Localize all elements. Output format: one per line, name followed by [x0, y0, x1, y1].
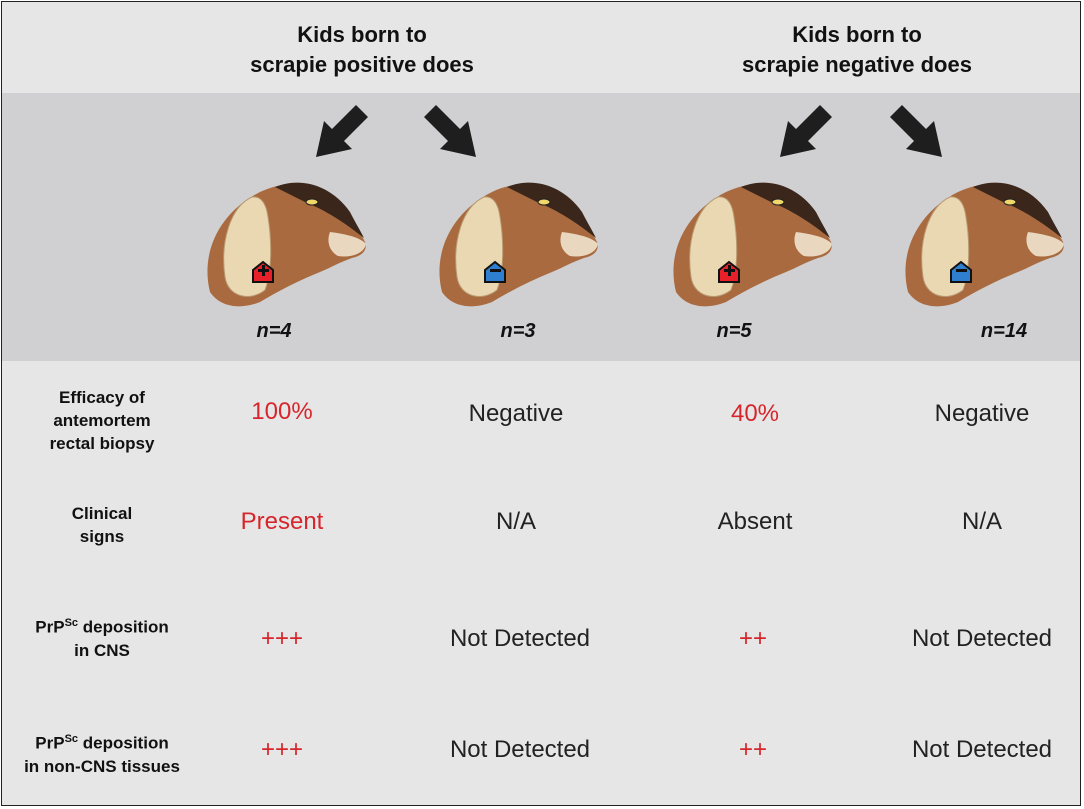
deposition-text: deposition [78, 733, 169, 753]
cell: N/A [495, 508, 536, 535]
cell: 40% [730, 400, 780, 427]
row-label-line: signs [79, 527, 125, 546]
cell: Negative [468, 400, 564, 427]
prp-superscript: Sc [64, 617, 79, 629]
arrow-down-left-icon [316, 105, 368, 157]
goat-head-icon [905, 182, 1064, 307]
row-label-line: Clinical [71, 504, 133, 523]
row-label-line: in non-CNS tissues [24, 756, 180, 776]
cell: Negative [934, 400, 1030, 427]
goat-head-icon [439, 182, 598, 307]
goat-head-icon [673, 182, 832, 307]
row-label-line: antemortem [53, 411, 151, 430]
row-label-non-cns: PrPSc deposition in non-CNS tissues [12, 728, 192, 778]
cell: Not Detected [911, 736, 1053, 763]
n-label: n=4 [256, 320, 292, 342]
cell: 100% [251, 398, 313, 425]
group-title-line: Kids born to [792, 22, 922, 47]
row-label-clinical-signs: Clinical signs [12, 502, 192, 548]
n-label: n=5 [716, 320, 752, 342]
goat-head-icon [207, 182, 366, 307]
arrow-down-left-icon [780, 105, 832, 157]
row-label-line: Efficacy of [59, 388, 145, 407]
n-label: n=3 [500, 320, 536, 342]
cell: Not Detected [449, 736, 591, 763]
prp-text: PrP [35, 617, 65, 637]
row-label-line: in CNS [74, 640, 130, 660]
group-title-negative: Kids born to scrapie negative does [707, 20, 1007, 80]
cell: N/A [961, 508, 1002, 535]
cell: +++ [260, 625, 304, 652]
deposition-text: deposition [78, 617, 169, 637]
cell: ++ [738, 625, 768, 652]
prp-superscript: Sc [64, 733, 79, 745]
arrow-down-right-icon [424, 105, 476, 157]
group-title-line: scrapie negative does [742, 52, 972, 77]
arrow-down-right-icon [890, 105, 942, 157]
group-title-line: scrapie positive does [250, 52, 474, 77]
prp-text: PrP [35, 733, 65, 753]
cell: Not Detected [449, 625, 591, 652]
row-label-line: PrPSc deposition [12, 728, 192, 755]
row-label-cns: PrPSc deposition in CNS [12, 612, 192, 662]
cell: Not Detected [911, 625, 1053, 652]
row-label-efficacy: Efficacy of antemortem rectal biopsy [12, 386, 192, 455]
n-label: n=14 [980, 320, 1028, 342]
row-label-line: PrPSc deposition [12, 612, 192, 639]
cell: +++ [260, 736, 304, 763]
cell: Present [240, 508, 324, 535]
row-label-line: rectal biopsy [49, 434, 155, 453]
group-title-positive: Kids born to scrapie positive does [212, 20, 512, 80]
cell: Absent [717, 508, 793, 535]
cell: ++ [738, 736, 768, 763]
group-title-line: Kids born to [297, 22, 427, 47]
